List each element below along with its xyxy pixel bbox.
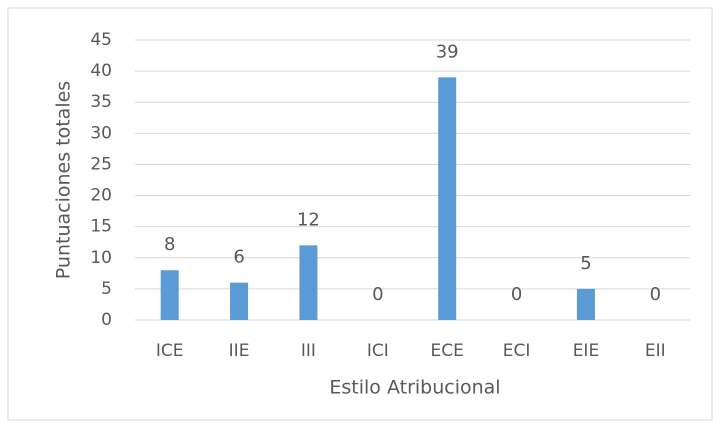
data-label: 0: [511, 284, 522, 305]
x-tick-label: ECE: [431, 341, 464, 361]
bar: [230, 282, 249, 320]
bar: [438, 77, 457, 320]
y-tick-label: 30: [90, 123, 112, 143]
data-label: 8: [164, 234, 175, 255]
x-tick-label: ECI: [503, 341, 531, 361]
chart-frame: [7, 7, 713, 421]
y-tick-label: 5: [101, 279, 112, 299]
x-tick-label: EIE: [573, 341, 600, 361]
x-tick-label: EII: [645, 341, 666, 361]
data-label: 5: [580, 253, 591, 274]
data-label: 6: [233, 247, 244, 268]
x-tick-label: IIE: [229, 341, 250, 361]
y-tick-label: 25: [90, 154, 112, 174]
y-tick-label: 45: [90, 30, 112, 50]
y-tick-label: 40: [90, 61, 112, 81]
y-tick-label: 20: [90, 186, 112, 206]
data-label: 0: [650, 284, 661, 305]
y-tick-label: 15: [90, 217, 112, 237]
y-tick-label: 35: [90, 92, 112, 112]
data-label: 12: [297, 209, 320, 230]
x-tick-label: III: [301, 341, 316, 361]
y-axis-title: Puntuaciones totales: [53, 81, 75, 279]
x-axis-title: Estilo Atribucional: [329, 377, 500, 399]
y-tick-label: 10: [90, 248, 112, 268]
x-tick-label: ICE: [156, 341, 184, 361]
bar: [299, 245, 318, 320]
x-tick-label: ICI: [367, 341, 389, 361]
y-tick-label: 0: [101, 310, 112, 330]
bar: [576, 288, 595, 320]
data-label: 39: [436, 41, 459, 62]
data-label: 0: [372, 284, 383, 305]
bar: [160, 270, 179, 320]
